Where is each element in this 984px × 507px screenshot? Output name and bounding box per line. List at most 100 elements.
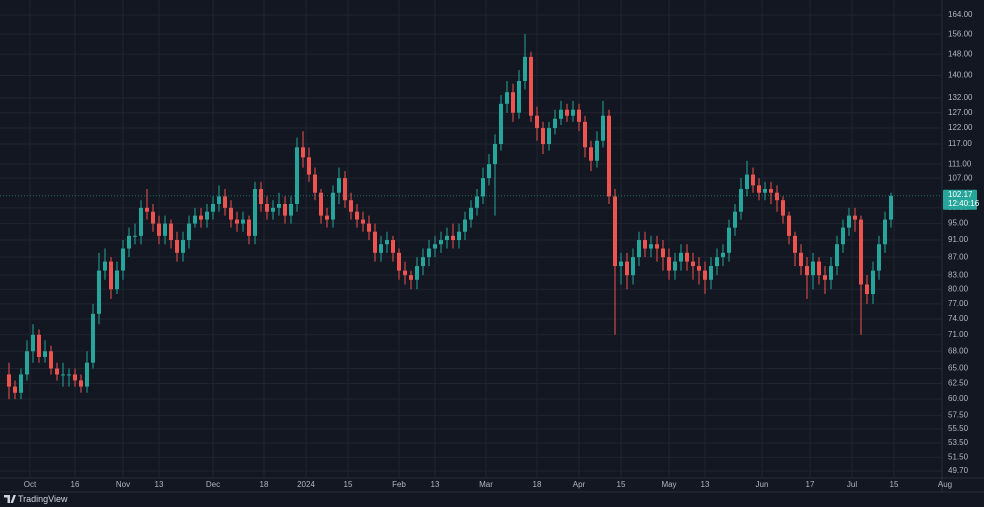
x-tick-label: Jul (847, 480, 857, 489)
candle-body (97, 270, 101, 314)
candle-body (781, 200, 785, 216)
candle-body (193, 215, 197, 224)
candle-body (463, 219, 467, 232)
candle-body (331, 192, 335, 220)
candle-body (127, 235, 131, 249)
candle-body (7, 374, 11, 387)
candle-body (751, 174, 755, 186)
candle-body (493, 144, 497, 165)
candle-body (775, 192, 779, 201)
x-tick-label: 13 (431, 480, 440, 489)
candle-body (55, 368, 59, 375)
candle-body (421, 257, 425, 267)
logo-icon (4, 495, 16, 503)
axes: 164.00 156.00 148.00 140.00 132.00 127.00 122.… (24, 10, 980, 489)
x-tick-label: Dec (206, 480, 220, 489)
candle-body (169, 223, 173, 241)
candle-body (727, 227, 731, 253)
candle-body (661, 248, 665, 258)
candle-body (559, 109, 563, 119)
candle-body (385, 240, 389, 245)
candle-body (85, 362, 89, 387)
candle-body (43, 351, 47, 357)
candle-body (337, 178, 341, 193)
y-tick-label: 132.00 (948, 93, 973, 102)
x-tick-label: 2024 (297, 480, 315, 489)
candle-body (529, 56, 533, 116)
y-tick-label: 62.50 (948, 379, 969, 388)
candle-body (355, 211, 359, 220)
candle-body (205, 211, 209, 220)
y-tick-label: 140.00 (948, 71, 973, 80)
candle-body (403, 270, 407, 276)
candle-body (619, 261, 623, 267)
candle-body (883, 219, 887, 245)
candle-body (313, 174, 317, 193)
candle-body (691, 261, 695, 267)
candle-body (373, 231, 377, 253)
candle-body (865, 284, 869, 295)
y-tick-label: 83.00 (948, 270, 969, 279)
candle-body (265, 203, 269, 212)
candle-body (31, 334, 35, 352)
y-tick-label: 87.00 (948, 252, 969, 261)
candle-body (319, 192, 323, 216)
candle-body (289, 203, 293, 216)
candle-body (79, 380, 83, 387)
candle-body (349, 200, 353, 212)
candle-body (259, 189, 263, 204)
candle-body (787, 215, 791, 236)
candle-body (703, 270, 707, 280)
candle-body (409, 275, 413, 280)
candle-body (769, 189, 773, 193)
y-tick-label: 111.00 (948, 159, 972, 168)
candle-body (685, 252, 689, 262)
x-tick-label: Mar (479, 480, 493, 489)
candle-body (19, 374, 23, 393)
candle-body (589, 147, 593, 161)
y-tick-label: 68.00 (948, 346, 969, 355)
y-tick-label: 107.00 (948, 173, 973, 182)
candle-body (199, 215, 203, 220)
x-tick-label: Jun (756, 480, 769, 489)
y-tick-label: 122.00 (948, 123, 973, 132)
x-tick-label: 13 (155, 480, 164, 489)
candle-body (607, 115, 611, 197)
candle-body (433, 244, 437, 249)
candle-body (853, 215, 857, 220)
watermark: TradingView (18, 494, 68, 504)
candle-body (763, 189, 767, 193)
candle-body (793, 235, 797, 253)
candle-body (229, 207, 233, 220)
y-tick-label: 49.70 (948, 466, 969, 475)
candle-body (739, 189, 743, 212)
candle-body (475, 196, 479, 208)
x-tick-label: Nov (116, 480, 130, 489)
y-tick-label: 80.00 (948, 284, 969, 293)
candle-body (187, 223, 191, 241)
candle-body (235, 219, 239, 224)
tradingview-logo[interactable]: TradingView (4, 494, 68, 504)
x-tick-label: 13 (701, 480, 710, 489)
candle-body (217, 196, 221, 204)
candle-body (637, 240, 641, 258)
y-tick-label: 127.00 (948, 108, 973, 117)
candles (0, 34, 942, 400)
candle-body (571, 109, 575, 116)
candle-body (673, 261, 677, 271)
countdown-label: 12:40:16 (948, 199, 980, 208)
x-tick-label: Feb (392, 480, 406, 489)
candle-body (451, 235, 455, 241)
x-tick-label: Apr (573, 480, 586, 489)
candle-body (13, 386, 17, 393)
candle-body (715, 257, 719, 267)
y-tick-label: 156.00 (948, 29, 973, 38)
candle-body (709, 266, 713, 280)
y-tick-label: 65.00 (948, 364, 969, 373)
candle-body (871, 270, 875, 295)
candle-body (367, 223, 371, 232)
x-tick-label: May (661, 480, 676, 489)
candle-body (859, 219, 863, 285)
